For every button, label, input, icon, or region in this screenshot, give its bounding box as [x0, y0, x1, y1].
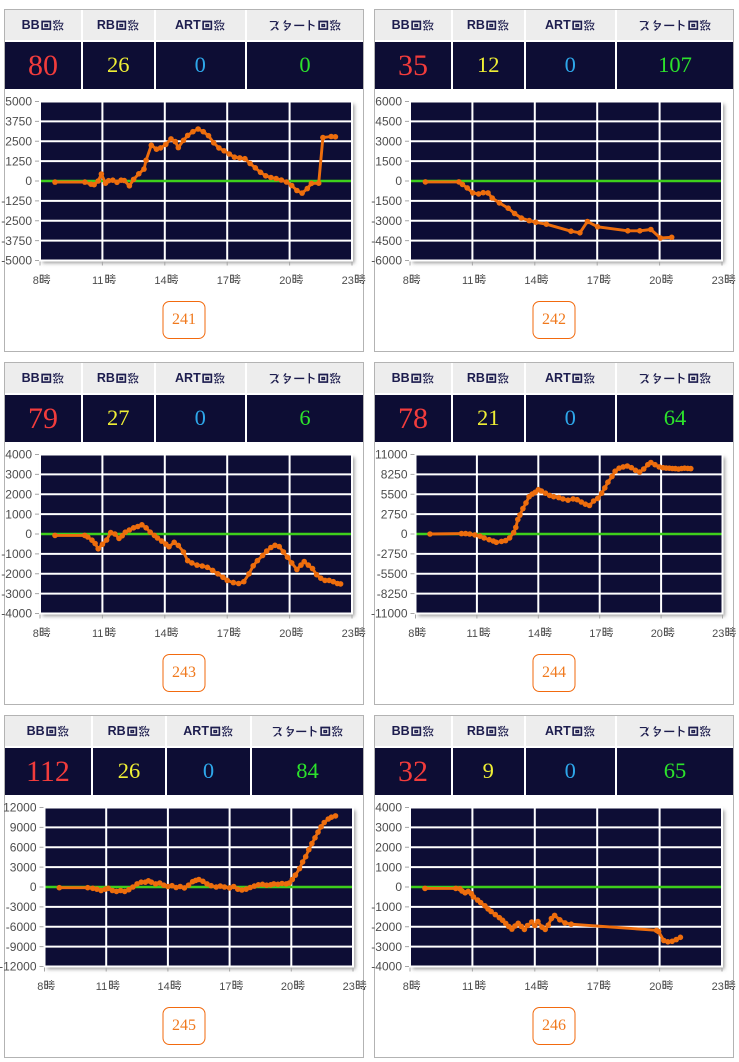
- svg-text:20: 20: [281, 981, 293, 993]
- svg-text:23: 23: [712, 981, 724, 993]
- svg-text:8: 8: [33, 628, 39, 640]
- svg-text:11: 11: [462, 981, 473, 993]
- svg-text:-3000: -3000: [1, 587, 32, 601]
- svg-text:23: 23: [342, 275, 354, 287]
- svg-text:3000: 3000: [375, 135, 402, 149]
- svg-text:17: 17: [217, 275, 229, 287]
- svg-text:-6000: -6000: [371, 254, 402, 268]
- svg-text:20: 20: [649, 981, 661, 993]
- svg-text:8: 8: [33, 275, 39, 287]
- svg-text:2000: 2000: [5, 488, 32, 502]
- svg-text:5000: 5000: [5, 95, 32, 109]
- svg-text:11: 11: [467, 628, 478, 640]
- svg-text:12000: 12000: [3, 801, 37, 815]
- svg-text:17: 17: [219, 981, 231, 993]
- svg-text:-3000: -3000: [371, 940, 402, 954]
- svg-text:14: 14: [154, 275, 166, 287]
- svg-text:17: 17: [587, 981, 599, 993]
- svg-text:6000: 6000: [375, 95, 402, 109]
- svg-text:14: 14: [524, 981, 536, 993]
- svg-text:6000: 6000: [10, 841, 37, 855]
- svg-text:11: 11: [462, 275, 473, 287]
- svg-text:0: 0: [30, 880, 37, 894]
- svg-text:3750: 3750: [5, 115, 32, 129]
- svg-text:17: 17: [217, 628, 229, 640]
- svg-text:-9000: -9000: [6, 940, 37, 954]
- svg-text:8250: 8250: [381, 468, 408, 482]
- svg-text:-2500: -2500: [1, 214, 32, 228]
- svg-text:-4500: -4500: [371, 234, 402, 248]
- svg-text:1000: 1000: [5, 507, 32, 521]
- svg-text:11000: 11000: [375, 448, 408, 462]
- svg-text:-3750: -3750: [1, 234, 32, 248]
- svg-text:4000: 4000: [375, 801, 402, 815]
- svg-text:8: 8: [403, 275, 409, 287]
- svg-text:20: 20: [651, 628, 663, 640]
- svg-text:3000: 3000: [375, 821, 402, 835]
- svg-text:-5500: -5500: [377, 567, 408, 581]
- svg-text:17: 17: [587, 275, 599, 287]
- svg-text:14: 14: [158, 981, 170, 993]
- svg-text:0: 0: [25, 174, 32, 188]
- svg-text:-1000: -1000: [371, 900, 402, 914]
- svg-text:-1000: -1000: [1, 547, 32, 561]
- svg-text:-6000: -6000: [6, 920, 37, 934]
- svg-text:0: 0: [395, 880, 402, 894]
- svg-text:3000: 3000: [10, 860, 37, 874]
- svg-text:2500: 2500: [5, 135, 32, 149]
- svg-text:11: 11: [96, 981, 107, 993]
- svg-text:20: 20: [649, 275, 661, 287]
- svg-text:14: 14: [524, 275, 536, 287]
- svg-text:-3000: -3000: [6, 900, 37, 914]
- svg-text:11: 11: [92, 628, 103, 640]
- svg-text:-1500: -1500: [371, 194, 402, 208]
- svg-text:4000: 4000: [5, 448, 32, 462]
- svg-text:4500: 4500: [375, 115, 402, 129]
- svg-text:-8250: -8250: [377, 587, 408, 601]
- svg-text:23: 23: [343, 981, 355, 993]
- svg-text:17: 17: [589, 628, 601, 640]
- svg-text:-1250: -1250: [1, 194, 32, 208]
- svg-text:0: 0: [401, 527, 408, 541]
- svg-text:-3000: -3000: [371, 214, 402, 228]
- svg-text:-5000: -5000: [1, 254, 32, 268]
- svg-text:-2750: -2750: [377, 547, 408, 561]
- svg-text:-2000: -2000: [371, 920, 402, 934]
- svg-text:23: 23: [342, 628, 354, 640]
- svg-text:2000: 2000: [375, 841, 402, 855]
- svg-text:9000: 9000: [10, 821, 37, 835]
- svg-text:5500: 5500: [381, 488, 408, 502]
- svg-text:1250: 1250: [5, 154, 32, 168]
- svg-text:0: 0: [25, 527, 32, 541]
- svg-text:-2000: -2000: [1, 567, 32, 581]
- svg-text:23: 23: [712, 275, 724, 287]
- svg-text:-4000: -4000: [1, 607, 32, 621]
- svg-text:3000: 3000: [5, 468, 32, 482]
- svg-text:1500: 1500: [375, 154, 402, 168]
- svg-text:0: 0: [395, 174, 402, 188]
- svg-text:1000: 1000: [375, 860, 402, 874]
- svg-text:20: 20: [279, 628, 291, 640]
- svg-text:8: 8: [408, 628, 414, 640]
- svg-text:-4000: -4000: [371, 960, 402, 974]
- svg-text:8: 8: [37, 981, 43, 993]
- svg-text:23: 23: [712, 628, 724, 640]
- svg-text:-12000: -12000: [0, 960, 37, 974]
- svg-text:11: 11: [92, 275, 103, 287]
- svg-text:-11000: -11000: [371, 607, 408, 621]
- svg-text:14: 14: [528, 628, 540, 640]
- svg-text:14: 14: [154, 628, 166, 640]
- svg-text:8: 8: [403, 981, 409, 993]
- svg-text:20: 20: [279, 275, 291, 287]
- svg-text:2750: 2750: [381, 507, 408, 521]
